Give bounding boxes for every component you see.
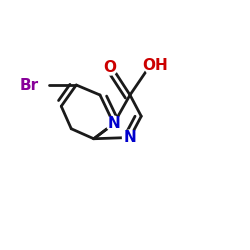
Text: Br: Br: [19, 78, 38, 92]
Circle shape: [122, 130, 138, 145]
Text: OH: OH: [142, 58, 168, 73]
Text: O: O: [104, 60, 117, 75]
Circle shape: [19, 76, 38, 94]
Circle shape: [106, 116, 121, 131]
Text: N: N: [124, 130, 136, 145]
Text: N: N: [108, 116, 120, 131]
Circle shape: [102, 60, 118, 75]
Circle shape: [144, 55, 166, 76]
